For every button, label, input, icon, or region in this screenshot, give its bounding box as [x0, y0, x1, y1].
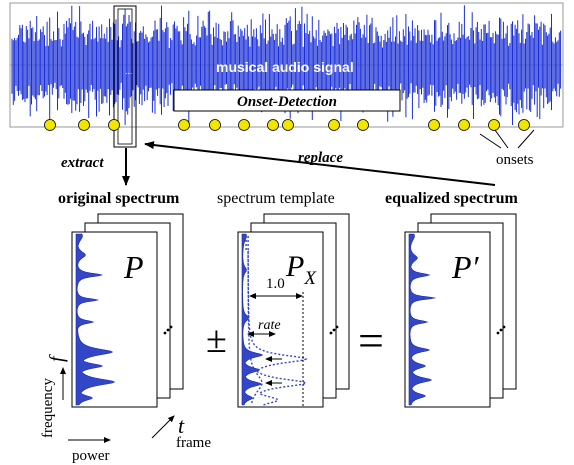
onset-marker [44, 119, 56, 131]
original-spectrum-stack: P [71, 213, 184, 408]
frame-ellipsis-3 [496, 325, 506, 335]
template-sheet-front [237, 231, 324, 408]
replace-arrow [144, 141, 496, 186]
template-peaks-dotted [247, 236, 308, 406]
onset-pointer-2 [494, 129, 509, 149]
ratio-one-label: 1.0 [266, 276, 285, 292]
original-spectrum-title: original spectrum [58, 190, 180, 207]
equalized-spectrum-stack: P′ [404, 213, 517, 408]
onset-detection-box [173, 89, 401, 112]
power-label: power [72, 448, 110, 464]
spectrum-template-title: spectrum template [217, 190, 335, 207]
onset-marker [267, 119, 279, 131]
equalized-spectrum-shape [408, 233, 436, 406]
onset-marker [328, 119, 340, 131]
extract-replace-arrows: extract replace [61, 141, 496, 186]
onset-marker [108, 119, 120, 131]
extract-label: extract [61, 155, 104, 171]
onset-marker [488, 119, 500, 131]
audio-waveform [11, 5, 562, 125]
onset-marker [238, 119, 250, 131]
frame-label: frame [176, 435, 211, 451]
symbol-t: t [178, 413, 185, 438]
onset-marker [209, 119, 221, 131]
onset-marker [178, 119, 190, 131]
window-dots: ... [125, 66, 133, 76]
equalized-spectrum-title: equalized spectrum [385, 190, 519, 207]
frame-ellipsis-2 [329, 325, 339, 335]
rate-label: rate [258, 318, 281, 333]
frequency-label: frequency [40, 378, 56, 438]
onset-marker [282, 119, 294, 131]
onset-detection-label: Onset-Detection [237, 94, 337, 110]
original-spectrum-shape [75, 233, 116, 406]
symbol-p: P [123, 249, 144, 285]
onset-marker [78, 119, 90, 131]
onset-marker [428, 119, 440, 131]
equals-operator: = [358, 315, 384, 366]
onset-markers [44, 119, 530, 131]
symbol-px: PX [285, 250, 317, 289]
replace-label: replace [298, 150, 343, 166]
plus-minus-operator: ± [206, 319, 227, 361]
audio-signal-panel: musical audio signal ... Onset-Detection… [9, 2, 564, 168]
onset-marker [458, 119, 470, 131]
onset-pointer-3 [517, 129, 535, 149]
extract-window-outer [113, 5, 137, 148]
symbol-f: f [46, 354, 68, 362]
axes: frequency f power t frame [40, 354, 211, 464]
frame-ellipsis-1 [163, 325, 173, 335]
onsets-label: onsets [496, 152, 534, 168]
template-spectrum-shape [241, 233, 264, 406]
extract-window-inner [117, 8, 133, 145]
symbol-p-prime: P′ [451, 249, 480, 285]
onset-marker [357, 119, 369, 131]
spectrum-template-stack: 1.0 rate PX [237, 213, 350, 408]
frame-axis-arrow [151, 415, 175, 439]
onset-marker [518, 119, 530, 131]
signal-label: musical audio signal [216, 59, 354, 75]
onset-pointer-1 [479, 133, 502, 149]
